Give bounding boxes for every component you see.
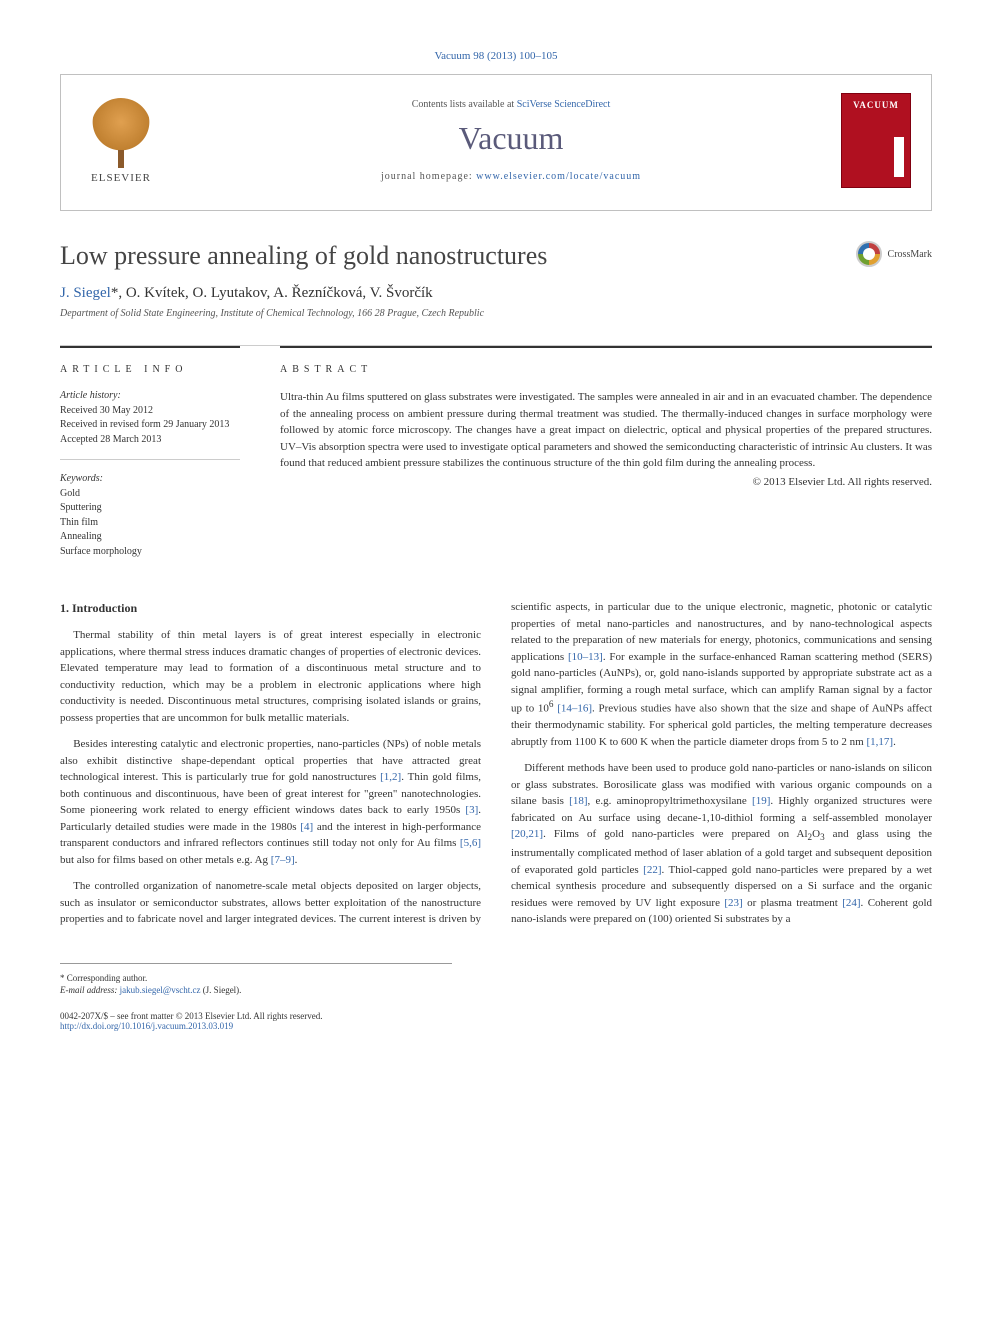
crossmark-badge[interactable]: CrossMark xyxy=(856,241,932,267)
keywords-label: Keywords: xyxy=(60,472,240,487)
homepage-link[interactable]: www.elsevier.com/locate/vacuum xyxy=(476,171,641,182)
ref-link[interactable]: [23] xyxy=(724,897,742,909)
abstract-text: Ultra-thin Au films sputtered on glass s… xyxy=(280,389,932,472)
authors-line: J. Siegel*, O. Kvítek, O. Lyutakov, A. Ř… xyxy=(60,285,932,302)
journal-header: ELSEVIER Contents lists available at Sci… xyxy=(60,74,932,211)
author-reznickova: A. Řezníčková xyxy=(273,285,362,301)
keyword: Annealing xyxy=(60,530,240,545)
ref-link[interactable]: [4] xyxy=(300,821,313,833)
body-paragraph: Besides interesting catalytic and electr… xyxy=(60,736,481,868)
ref-link[interactable]: [19] xyxy=(752,795,770,807)
elsevier-tree-icon xyxy=(91,98,151,158)
contents-line: Contents lists available at SciVerse Sci… xyxy=(181,99,841,110)
author-siegel[interactable]: J. Siegel xyxy=(60,285,111,301)
abstract-column: ABSTRACT Ultra-thin Au films sputtered o… xyxy=(280,346,932,559)
email-link[interactable]: jakub.siegel@vscht.cz xyxy=(120,985,201,995)
ref-link[interactable]: [3] xyxy=(465,804,478,816)
affiliation: Department of Solid State Engineering, I… xyxy=(60,308,932,319)
keyword: Gold xyxy=(60,487,240,502)
journal-cover-strip-icon xyxy=(894,137,904,177)
journal-name: Vacuum xyxy=(181,120,841,157)
ref-link[interactable]: [5,6] xyxy=(460,837,481,849)
ref-link[interactable]: [7–9] xyxy=(271,854,295,866)
article-info-label: ARTICLE INFO xyxy=(60,364,240,375)
body-paragraph: Thermal stability of thin metal layers i… xyxy=(60,627,481,726)
homepage-line: journal homepage: www.elsevier.com/locat… xyxy=(181,171,841,182)
footer-copyright: 0042-207X/$ – see front matter © 2013 El… xyxy=(60,1011,932,1031)
article-info-column: ARTICLE INFO Article history: Received 3… xyxy=(60,346,240,559)
history-accepted: Accepted 28 March 2013 xyxy=(60,433,240,448)
journal-cover-title: VACUUM xyxy=(842,94,910,110)
author-svorcik: V. Švorčík xyxy=(370,285,433,301)
article-body: 1. Introduction Thermal stability of thi… xyxy=(60,599,932,933)
history-received: Received 30 May 2012 xyxy=(60,404,240,419)
contents-prefix: Contents lists available at xyxy=(412,99,517,110)
ref-link[interactable]: [22] xyxy=(643,864,661,876)
ref-link[interactable]: [1,2] xyxy=(380,771,401,783)
ref-link[interactable]: [14–16] xyxy=(557,703,592,715)
footer-corresponding: * Corresponding author. E-mail address: … xyxy=(60,963,452,997)
body-paragraph: Different methods have been used to prod… xyxy=(511,760,932,927)
history-revised: Received in revised form 29 January 2013 xyxy=(60,418,240,433)
email-line: E-mail address: jakub.siegel@vscht.cz (J… xyxy=(60,984,452,997)
ref-link[interactable]: [24] xyxy=(842,897,860,909)
email-suffix: (J. Siegel). xyxy=(200,985,241,995)
issn-line: 0042-207X/$ – see front matter © 2013 El… xyxy=(60,1011,932,1021)
ref-link[interactable]: [1,17] xyxy=(867,736,894,748)
page-reference: Vacuum 98 (2013) 100–105 xyxy=(60,50,932,62)
sciencedirect-link[interactable]: SciVerse ScienceDirect xyxy=(517,99,611,110)
corresponding-author-label: * Corresponding author. xyxy=(60,972,452,985)
elsevier-logo: ELSEVIER xyxy=(81,96,161,186)
article-history: Article history: Received 30 May 2012 Re… xyxy=(60,389,240,460)
email-label: E-mail address: xyxy=(60,985,120,995)
article-title: Low pressure annealing of gold nanostruc… xyxy=(60,241,547,271)
abstract-copyright: © 2013 Elsevier Ltd. All rights reserved… xyxy=(280,476,932,488)
keyword: Thin film xyxy=(60,516,240,531)
ref-link[interactable]: [20,21] xyxy=(511,828,543,840)
homepage-prefix: journal homepage: xyxy=(381,171,476,182)
keyword: Surface morphology xyxy=(60,545,240,560)
corr-asterisk: * xyxy=(111,285,119,301)
crossmark-label: CrossMark xyxy=(888,249,932,260)
intro-heading: 1. Introduction xyxy=(60,599,481,617)
ref-link[interactable]: [18] xyxy=(569,795,587,807)
elsevier-label: ELSEVIER xyxy=(91,172,151,184)
journal-cover-thumbnail: VACUUM xyxy=(841,93,911,188)
author-kvitek: O. Kvítek xyxy=(126,285,185,301)
crossmark-icon xyxy=(856,241,882,267)
abstract-label: ABSTRACT xyxy=(280,364,932,375)
ref-link[interactable]: [10–13] xyxy=(568,651,603,663)
author-lyutakov: O. Lyutakov xyxy=(193,285,267,301)
history-label: Article history: xyxy=(60,389,240,404)
doi-link[interactable]: http://dx.doi.org/10.1016/j.vacuum.2013.… xyxy=(60,1021,233,1031)
keyword: Sputtering xyxy=(60,501,240,516)
keywords-block: Keywords: Gold Sputtering Thin film Anne… xyxy=(60,472,240,559)
